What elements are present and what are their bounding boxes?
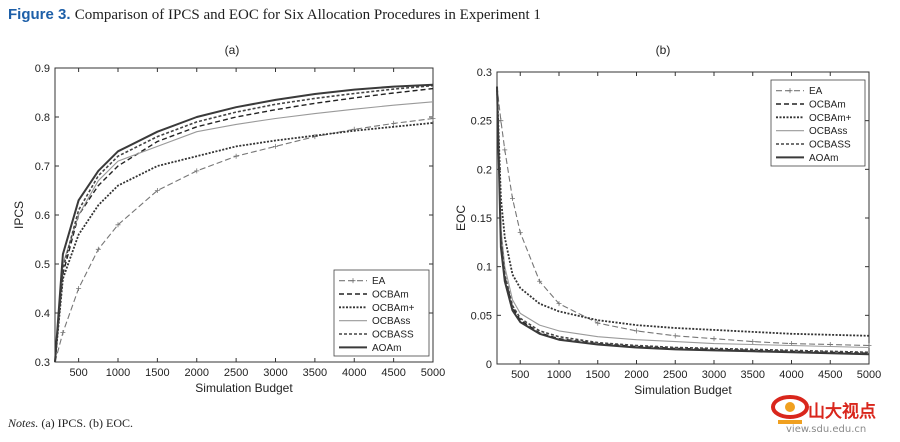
x-tick-label: 2500: [224, 367, 248, 379]
y-tick-label: 0.5: [35, 259, 50, 271]
legend-label-aoam: AOAm: [372, 343, 401, 354]
data-point-ea: [76, 286, 82, 291]
x-tick-label: 4000: [342, 367, 366, 379]
legend-box: [770, 79, 866, 167]
x-tick-label: 1000: [547, 369, 571, 381]
data-point-ea: [517, 230, 523, 236]
watermark-url: view.sdu.edu.cn: [786, 424, 867, 435]
y-axis-label: IPCS: [12, 201, 26, 229]
data-point-ea: [502, 147, 508, 153]
y-tick-label: 0.2: [477, 164, 492, 176]
series-line-aoam: [496, 86, 870, 356]
legend-label-ocbass: OCBAss: [372, 316, 410, 327]
chart-panel-ipcs: (a) 500 1000 1500 2000 2500 3000 3500 4000 4500 50…: [12, 43, 445, 395]
y-tick-label: 0.05: [471, 310, 492, 322]
x-tick-label: 500: [69, 367, 87, 379]
series-line-ocbass: [496, 86, 870, 349]
x-tick-label: 1000: [106, 367, 130, 379]
data-point-ea: [498, 118, 504, 124]
x-tick-label: 1500: [586, 369, 610, 381]
chart-legend: EA OCBAm OCBAm+ OCBAss OCBASS AOAm: [770, 79, 866, 167]
chart-legend: EA OCBAm OCBAm+ OCBAss OCBASS AOAm: [333, 269, 430, 357]
x-tick-label: 3000: [263, 367, 287, 379]
y-axis-label: EOC: [454, 205, 468, 231]
legend-label-ocbass: OCBAss: [809, 126, 847, 137]
x-tick-label: 2000: [624, 369, 648, 381]
x-tick-label: 5000: [421, 367, 445, 379]
x-tick-label: 3000: [702, 369, 726, 381]
figure-label: Figure 3.: [8, 6, 71, 23]
x-tick-label: 4000: [779, 369, 803, 381]
legend-label-ocbam: OCBAm: [372, 290, 409, 301]
data-point-ea: [510, 196, 515, 202]
x-tick-label: 1500: [145, 367, 169, 379]
data-point-ea: [634, 328, 639, 334]
figure-caption: Comparison of IPCS and EOC for Six Alloc…: [74, 7, 541, 23]
x-axis-label: Simulation Budget: [634, 383, 732, 397]
x-axis-label: Simulation Budget: [195, 381, 293, 395]
x-tick-label: 3500: [741, 369, 765, 381]
y-tick-label: 0.1: [477, 262, 492, 274]
figure-title: Figure 3. Comparison of IPCS and EOC for…: [8, 6, 541, 24]
data-point-ea: [537, 278, 543, 284]
data-point-ea: [115, 222, 121, 228]
legend-marker-ea: [350, 278, 356, 284]
x-tick-label: 5000: [857, 369, 881, 381]
chart-panel-eoc: (b) 500 1000 1500 2000 2500 3000 3500 4000 4500 50…: [454, 43, 881, 397]
series-line-ocbass: [54, 101, 434, 363]
chart-title: (b): [656, 43, 671, 57]
data-point-ea: [556, 301, 562, 307]
legend-label-aoam: AOAm: [809, 153, 838, 164]
data-point-ea: [194, 168, 200, 174]
legend-marker-ea: [787, 88, 793, 94]
data-point-ea: [233, 153, 239, 159]
y-tick-label: 0.25: [471, 116, 492, 128]
x-tick-label: 500: [511, 369, 529, 381]
data-point-ea: [595, 320, 601, 326]
y-tick-label: 0.6: [35, 210, 50, 222]
data-point-ea: [391, 120, 397, 126]
y-tick-label: 0.3: [477, 67, 492, 79]
legend-label-ocbam: OCBAm: [809, 100, 846, 111]
chart-title: (a): [225, 43, 240, 57]
y-tick-label: 0.4: [35, 308, 50, 320]
figure-notes: Notes. (a) IPCS. (b) EOC.: [8, 416, 133, 431]
data-point-ea: [60, 330, 66, 336]
y-tick-label: 0.3: [35, 357, 50, 369]
data-point-ea: [711, 336, 717, 342]
data-point-ea: [672, 333, 678, 339]
legend-label-ocbamplus: OCBAm+: [372, 303, 415, 314]
data-point-ea: [154, 188, 160, 193]
x-tick-label: 4500: [818, 369, 842, 381]
y-tick-label: 0: [486, 359, 492, 371]
series-line-ocbass: [54, 84, 434, 363]
series-line-ocbamplus: [54, 122, 434, 363]
watermark-logo-text: 山大视点: [808, 402, 876, 422]
notes-text: (a) IPCS. (b) EOC.: [41, 416, 134, 430]
series-line-ocbass: [496, 86, 870, 354]
data-point-ea: [273, 143, 278, 149]
series-line-aoam: [54, 83, 434, 363]
legend-label-ocbamplus: OCBAm+: [809, 113, 852, 124]
x-tick-label: 4500: [381, 367, 405, 379]
y-tick-label: 0.7: [35, 161, 50, 173]
data-point-ea: [750, 339, 756, 345]
notes-label: Notes.: [8, 416, 39, 430]
data-point-ea: [430, 115, 436, 121]
legend-label-ocbass: OCBASS: [809, 140, 851, 151]
legend-label-ocbass: OCBASS: [372, 330, 414, 341]
eye-logo-icon: [771, 395, 809, 424]
legend-label-ea: EA: [809, 86, 823, 97]
y-tick-label: 0.8: [35, 112, 50, 124]
legend-label-ea: EA: [372, 276, 386, 287]
x-tick-label: 2000: [185, 367, 209, 379]
x-tick-label: 2500: [663, 369, 687, 381]
legend-box: [333, 269, 430, 357]
data-point-ea: [95, 246, 101, 252]
y-tick-label: 0.15: [471, 213, 492, 225]
y-tick-label: 0.9: [35, 63, 50, 75]
x-tick-label: 3500: [303, 367, 327, 379]
